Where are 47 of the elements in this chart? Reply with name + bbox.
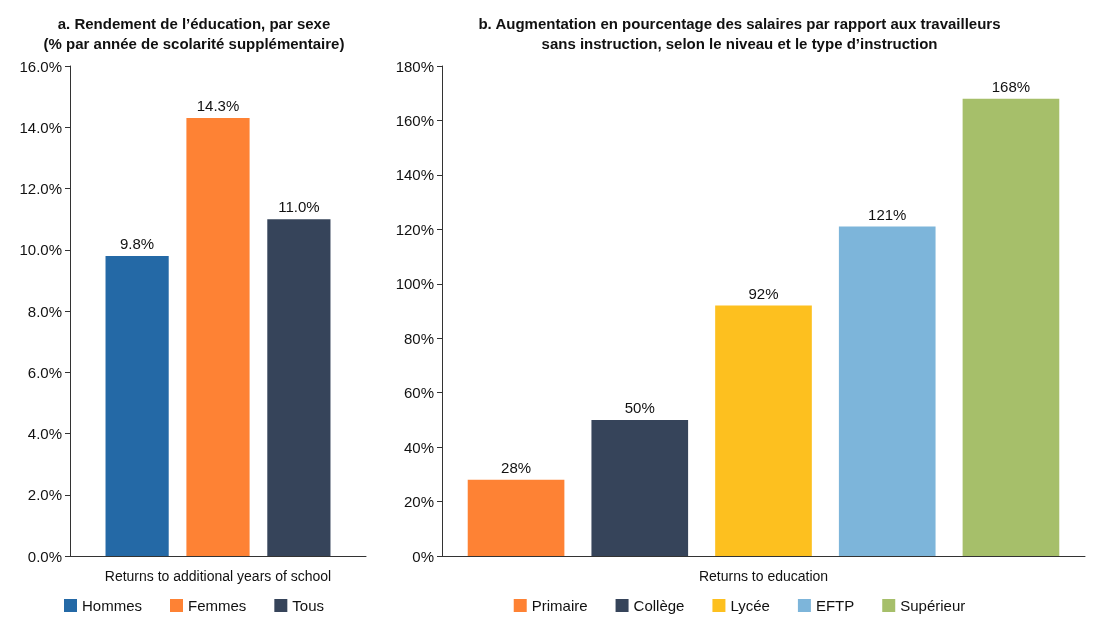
y-tick-label: 160% — [395, 111, 434, 129]
y-tick-label: 120% — [395, 220, 434, 238]
legend-label: EFTP — [815, 597, 855, 614]
legend-label: Hommes — [81, 597, 142, 614]
data-label: 121% — [868, 205, 907, 223]
x-axis-title: Returns to education — [698, 567, 829, 584]
bar — [105, 255, 169, 556]
legend-label: Collège — [633, 597, 685, 614]
bar — [962, 98, 1060, 556]
legend-label: Primaire — [531, 597, 588, 614]
y-tick-label: 80% — [403, 329, 434, 347]
y-tick-label: 6.0% — [27, 363, 62, 381]
y-tick-label: 40% — [403, 438, 434, 456]
legend-label: Femmes — [187, 597, 247, 614]
data-label: 50% — [624, 398, 655, 416]
y-tick-label: 16.0% — [19, 57, 62, 75]
x-axis-title: Returns to additional years of school — [104, 567, 332, 584]
data-label: 9.8% — [120, 234, 155, 252]
y-tick-label: 0% — [412, 547, 434, 565]
data-label: 168% — [991, 77, 1031, 95]
bar — [838, 226, 936, 556]
y-tick-label: 0.0% — [27, 547, 62, 565]
bar — [715, 305, 812, 556]
y-tick-label: 8.0% — [27, 302, 62, 320]
y-tick-label: 12.0% — [19, 180, 62, 197]
chart-title: b. Augmentation en pourcentage des salaires par rapport aux travailleurs sans instruction, selon le niveau et le type d’instruction — [478, 14, 1001, 52]
data-label: 11.0% — [278, 198, 320, 216]
y-tick-label: 180% — [395, 57, 434, 75]
y-tick-label: 20% — [403, 493, 434, 511]
data-label: 92% — [748, 284, 779, 302]
y-tick-label: 100% — [395, 275, 434, 293]
y-tick-label: 14.0% — [19, 118, 62, 136]
y-tick-label: 140% — [395, 166, 434, 184]
bar — [467, 479, 565, 556]
bar — [186, 118, 250, 556]
bar — [591, 419, 689, 556]
y-tick-label: 60% — [403, 384, 434, 402]
data-label: 14.3% — [196, 97, 240, 115]
y-tick-label: 4.0% — [27, 425, 62, 442]
y-tick-label: 2.0% — [27, 486, 62, 504]
bar — [267, 219, 331, 556]
legend-label: Supérieur — [900, 597, 966, 614]
chart-title: a. Rendement de l’éducation, par sexe (% par année de scolarité supplémentaire) — [43, 14, 345, 52]
legend-label: Lycée — [730, 597, 770, 614]
data-label: 28% — [501, 458, 532, 476]
y-tick-label: 10.0% — [19, 241, 62, 259]
legend-label: Tous — [292, 597, 325, 614]
